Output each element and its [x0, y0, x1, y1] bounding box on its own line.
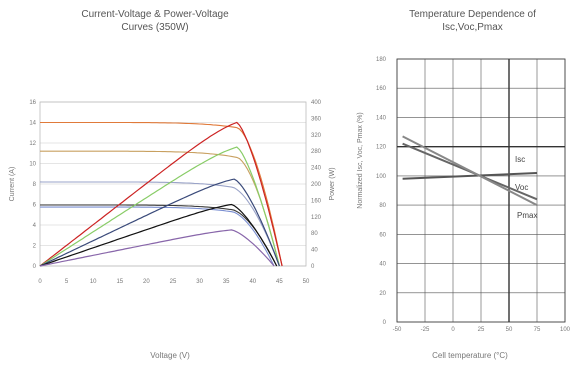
chart1-y-axis-label: Current (A): [9, 167, 16, 202]
chart2-series-label: Voc: [515, 183, 528, 192]
chart1-y2-tick: 360: [311, 116, 322, 122]
chart2-y-tick: 160: [376, 86, 387, 92]
chart1-title: Current-Voltage & Power-Voltage: [81, 9, 229, 20]
chart1-pv-curve: [39, 229, 275, 267]
chart2-y-tick: 40: [379, 262, 386, 268]
chart1-iv-curve: [40, 206, 275, 267]
chart2-y-tick: 120: [376, 145, 387, 151]
chart2-series-label: Pmax: [517, 211, 537, 220]
chart1-x-tick: 50: [303, 279, 310, 285]
chart2-series-line: [402, 135, 538, 206]
chart1-y2-tick: 240: [311, 166, 322, 172]
chart1-y2-axis-label: Power (W): [329, 167, 336, 200]
chart1-y2-tick: 280: [311, 149, 322, 155]
chart2-plot-frame: [396, 58, 566, 323]
chart2-y-axis-label: Normalized Isc, Voc, Pmax (%): [357, 112, 364, 208]
chart1-pv-curve: [39, 146, 280, 267]
chart1-x-tick: 20: [143, 279, 150, 285]
chart2-y-tick: 80: [379, 203, 386, 209]
chart2-x-tick: -25: [421, 327, 430, 333]
chart1-y2-tick: 40: [311, 248, 318, 254]
chart2-x-tick: 50: [506, 327, 513, 333]
chart1-x-tick: 45: [276, 279, 283, 285]
chart2-y-tick: 60: [379, 232, 386, 238]
chart2-y-tick: 20: [379, 291, 386, 297]
chart1-y2-tick: 400: [311, 100, 322, 106]
chart1-y-tick: 16: [29, 100, 36, 106]
chart2-series-label: Isc: [515, 155, 525, 164]
chart2-y-tick: 100: [376, 174, 387, 180]
chart2-x-tick: 25: [478, 327, 485, 333]
chart1-subtitle: Curves (350W): [121, 22, 189, 33]
chart1-plot-frame: [39, 101, 307, 267]
chart2-y-tick: 140: [376, 115, 387, 121]
chart1-y-tick: 2: [33, 244, 37, 250]
chart2-x-tick: -50: [393, 327, 402, 333]
chart1-y-tick: 14: [29, 121, 36, 127]
chart1-y-tick: 0: [33, 264, 37, 270]
chart1-x-tick: 30: [196, 279, 203, 285]
chart1-iv-curve: [40, 150, 280, 267]
chart2-title: Temperature Dependence of: [409, 9, 536, 20]
chart1-pv-curve: [39, 178, 280, 267]
chart1-pv-curve: [39, 203, 278, 267]
chart1-iv-curve: [39, 181, 280, 267]
chart1-y2-tick: 0: [311, 264, 315, 270]
chart1-x-tick: 10: [90, 279, 97, 285]
chart1-pv-curve: [39, 121, 283, 267]
chart2-x-tick: 0: [451, 327, 455, 333]
chart2-series-line: [402, 172, 538, 180]
chart2-subtitle: Isc,Voc,Pmax: [442, 22, 503, 33]
chart1-x-tick: 40: [249, 279, 256, 285]
chart1-iv-curve: [40, 121, 283, 267]
chart1-x-tick: 5: [65, 279, 69, 285]
chart1-x-axis-label: Voltage (V): [150, 351, 190, 360]
chart1-y-tick: 8: [33, 182, 37, 188]
chart1-y-tick: 12: [29, 141, 36, 147]
chart2-x-axis-label: Cell temperature (°C): [432, 351, 508, 360]
chart1-x-tick: 35: [223, 279, 230, 285]
chart2-x-tick: 100: [560, 327, 571, 333]
chart1-y-tick: 4: [33, 223, 37, 229]
chart1-iv-curve: [40, 204, 278, 267]
chart1-y2-tick: 200: [311, 182, 322, 188]
chart1-y2-tick: 80: [311, 231, 318, 237]
chart2-y-tick: 0: [383, 320, 387, 326]
chart1-y2-tick: 320: [311, 133, 322, 139]
chart2-x-tick: 75: [534, 327, 541, 333]
chart1-x-tick: 15: [116, 279, 123, 285]
chart1-y2-tick: 120: [311, 215, 322, 221]
chart2-y-tick: 180: [376, 57, 387, 63]
chart1-x-tick: 25: [170, 279, 177, 285]
chart1-y-tick: 10: [29, 162, 36, 168]
chart1-y-tick: 6: [33, 203, 37, 209]
chart1-x-tick: 0: [38, 279, 42, 285]
chart1-y2-tick: 160: [311, 198, 322, 204]
